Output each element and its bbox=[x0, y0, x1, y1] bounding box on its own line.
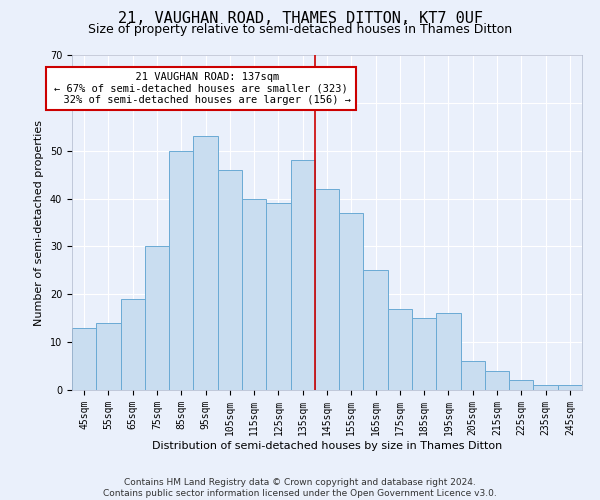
Bar bbox=[509, 380, 533, 390]
Bar bbox=[145, 246, 169, 390]
Bar bbox=[169, 150, 193, 390]
Bar bbox=[193, 136, 218, 390]
Bar bbox=[72, 328, 96, 390]
Bar bbox=[485, 371, 509, 390]
Bar bbox=[242, 198, 266, 390]
Bar bbox=[533, 385, 558, 390]
Bar bbox=[339, 213, 364, 390]
Bar bbox=[388, 308, 412, 390]
Bar bbox=[364, 270, 388, 390]
Bar bbox=[412, 318, 436, 390]
Bar bbox=[290, 160, 315, 390]
Bar bbox=[315, 189, 339, 390]
Bar bbox=[96, 323, 121, 390]
Bar bbox=[436, 314, 461, 390]
Text: 21 VAUGHAN ROAD: 137sqm
← 67% of semi-detached houses are smaller (323)
  32% of: 21 VAUGHAN ROAD: 137sqm ← 67% of semi-de… bbox=[51, 72, 351, 105]
Text: Size of property relative to semi-detached houses in Thames Ditton: Size of property relative to semi-detach… bbox=[88, 22, 512, 36]
Bar bbox=[218, 170, 242, 390]
Bar bbox=[266, 204, 290, 390]
Bar bbox=[558, 385, 582, 390]
Bar bbox=[121, 299, 145, 390]
Bar bbox=[461, 362, 485, 390]
Text: Contains HM Land Registry data © Crown copyright and database right 2024.
Contai: Contains HM Land Registry data © Crown c… bbox=[103, 478, 497, 498]
X-axis label: Distribution of semi-detached houses by size in Thames Ditton: Distribution of semi-detached houses by … bbox=[152, 440, 502, 450]
Y-axis label: Number of semi-detached properties: Number of semi-detached properties bbox=[34, 120, 44, 326]
Text: 21, VAUGHAN ROAD, THAMES DITTON, KT7 0UF: 21, VAUGHAN ROAD, THAMES DITTON, KT7 0UF bbox=[118, 11, 482, 26]
